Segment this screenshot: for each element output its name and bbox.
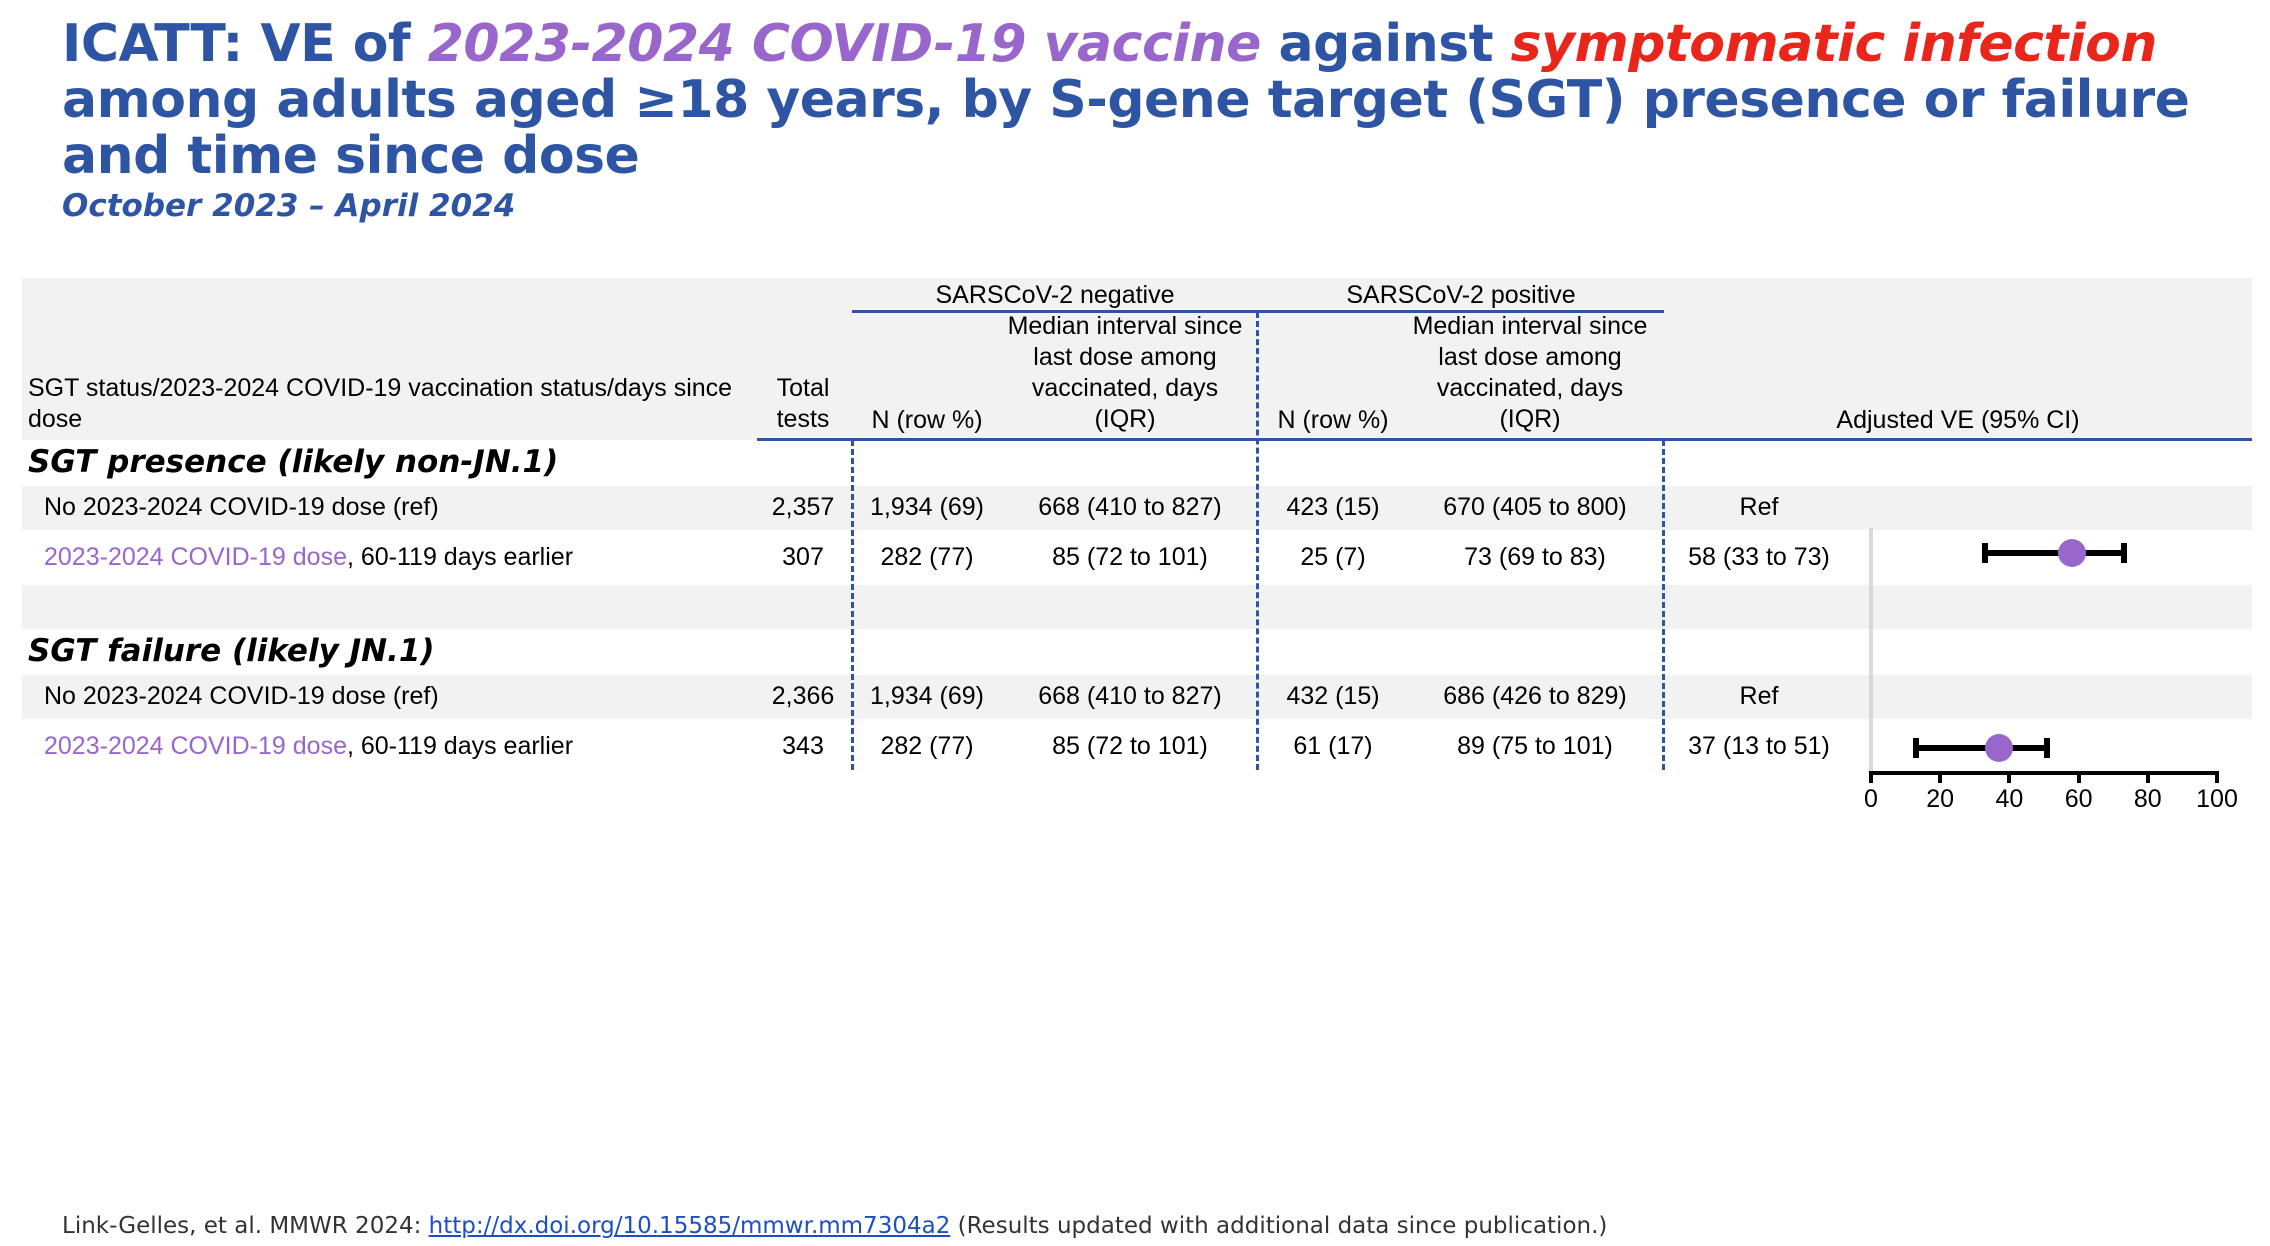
- cell-pos-interval: 73 (69 to 83): [1464, 543, 1606, 571]
- x-tick: [1938, 773, 1943, 783]
- cell-pos-n: 423 (15): [1286, 493, 1380, 521]
- row-label-suffix: , 60-119 days earlier: [346, 732, 574, 760]
- row-label: 2023-2024 COVID-19 dose, 60-119 days ear…: [44, 731, 573, 762]
- citation-text: Link-Gelles, et al. MMWR 2024:: [62, 1213, 429, 1239]
- x-tick: [1869, 773, 1873, 783]
- header-bottom-line: [757, 438, 2252, 441]
- x-tick: [2007, 773, 2012, 783]
- pos-group-underline: [1258, 310, 1664, 313]
- row-label-main: 2023-2024 COVID-19 dose: [44, 543, 347, 571]
- cell-pos-interval: 686 (426 to 829): [1443, 682, 1627, 710]
- x-tick-label: 20: [1926, 785, 1955, 813]
- x-tick-label: 80: [2133, 785, 2162, 813]
- cell-neg-interval: 85 (72 to 101): [1052, 732, 1208, 760]
- cell-pos-interval: 89 (75 to 101): [1457, 732, 1613, 760]
- row-label: No 2023-2024 COVID-19 dose (ref): [44, 681, 439, 712]
- row-label-suffix: , 60-119 days earlier: [346, 543, 574, 571]
- group-header-positive: SARSCoV-2 positive: [1346, 281, 1576, 309]
- footer-citation: Link-Gelles, et al. MMWR 2024: http://dx…: [62, 1213, 1607, 1239]
- section-label: SGT presence (likely non-JN.1): [28, 444, 559, 480]
- ci-cap: [1912, 738, 1919, 758]
- point-estimate: [2057, 539, 2086, 567]
- col-header-status: SGT status/2023-2024 COVID-19 vaccinatio…: [28, 374, 733, 433]
- cell-neg-interval: 668 (410 to 827): [1038, 493, 1222, 521]
- cell-neg-n: 1,934 (69): [870, 682, 984, 710]
- cell-total: 343: [782, 732, 824, 760]
- spacer-band: [22, 585, 2252, 629]
- divider-neg: [851, 440, 854, 770]
- ci-line: [1985, 550, 2124, 556]
- x-tick-label: 60: [2064, 785, 2093, 813]
- neg-group-underline: [852, 310, 1258, 313]
- cell-total: 307: [782, 543, 824, 571]
- cell-neg-n: 282 (77): [880, 543, 974, 571]
- doi-link[interactable]: http://dx.doi.org/10.15585/mmwr.mm7304a2: [428, 1213, 951, 1239]
- cell-pos-n: 25 (7): [1300, 543, 1366, 571]
- x-tick: [2215, 773, 2219, 783]
- row-band-1: [22, 486, 2252, 530]
- divider-pos: [1256, 312, 1259, 770]
- row-band-3: [22, 675, 2252, 719]
- cell-total: 2,357: [771, 493, 835, 521]
- row-label-main: No 2023-2024 COVID-19 dose (ref): [44, 493, 439, 521]
- col-header-ve: Adjusted VE (95% CI): [1836, 406, 2080, 434]
- cell-neg-n: 282 (77): [880, 732, 974, 760]
- ci-cap: [2120, 543, 2127, 563]
- x-tick-label: 40: [1995, 785, 2024, 813]
- ci-cap: [2044, 738, 2051, 758]
- divider-ve: [1662, 440, 1665, 770]
- x-tick: [2145, 773, 2150, 783]
- x-tick-label: 0: [1864, 785, 1878, 813]
- reference-line: [1869, 528, 1873, 771]
- citation-note: (Results updated with additional data si…: [950, 1213, 1608, 1239]
- slide-subtitle: October 2023 – April 2024: [62, 188, 516, 224]
- group-header-negative: SARSCoV-2 negative: [935, 281, 1175, 309]
- title-part1: ICATT: VE of: [62, 14, 428, 74]
- cell-ve: Ref: [1739, 682, 1779, 710]
- cell-neg-n: 1,934 (69): [870, 493, 984, 521]
- ci-cap: [1982, 543, 1989, 563]
- cell-neg-interval: 668 (410 to 827): [1038, 682, 1222, 710]
- cell-ve: Ref: [1739, 493, 1779, 521]
- col-header-pos-interval: Median interval since last dose among va…: [1412, 312, 1648, 433]
- col-header-neg-interval: Median interval since last dose among va…: [1007, 312, 1243, 433]
- row-label-main: 2023-2024 COVID-19 dose: [44, 732, 347, 760]
- cell-total: 2,366: [771, 682, 835, 710]
- cell-pos-n: 61 (17): [1293, 732, 1373, 760]
- section-label: SGT failure (likely JN.1): [28, 633, 435, 669]
- cell-ve: 37 (13 to 51): [1688, 732, 1830, 760]
- ci-line: [1915, 745, 2048, 751]
- col-header-pos-n: N (row %): [1277, 406, 1389, 434]
- cell-pos-interval: 670 (405 to 800): [1443, 493, 1627, 521]
- cell-ve: 58 (33 to 73): [1688, 543, 1830, 571]
- x-tick: [2076, 773, 2081, 783]
- cell-pos-n: 432 (15): [1286, 682, 1380, 710]
- title-outcome: symptomatic infection: [1510, 14, 2158, 74]
- row-label-main: No 2023-2024 COVID-19 dose (ref): [44, 682, 439, 710]
- col-header-neg-n: N (row %): [871, 406, 983, 434]
- header-band: [22, 278, 2252, 440]
- title-part5: among adults aged ≥18 years, by S-gene t…: [62, 70, 2190, 186]
- row-label: 2023-2024 COVID-19 dose, 60-119 days ear…: [44, 542, 573, 573]
- title-vaccine: 2023-2024 COVID-19 vaccine: [427, 14, 1262, 74]
- cell-neg-interval: 85 (72 to 101): [1052, 543, 1208, 571]
- col-header-total: Total tests: [776, 374, 830, 433]
- x-axis-line: [1869, 771, 2219, 775]
- point-estimate: [1985, 734, 2014, 762]
- row-label: No 2023-2024 COVID-19 dose (ref): [44, 492, 439, 523]
- x-tick-label: 100: [2196, 785, 2238, 813]
- title-part3: against: [1260, 14, 1511, 74]
- slide-title: ICATT: VE of 2023-2024 COVID-19 vaccine …: [62, 16, 2242, 184]
